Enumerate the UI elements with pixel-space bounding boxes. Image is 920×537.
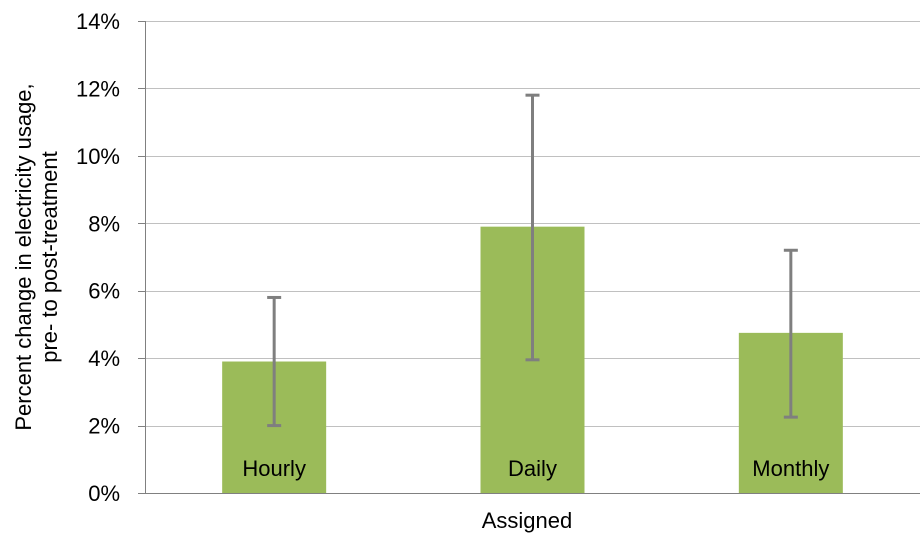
y-tick-label: 14% [76,9,120,34]
y-axis-label-line-2: pre- to post-treatment [37,151,62,363]
bar-label-daily: Daily [508,456,557,481]
bar-label-monthly: Monthly [752,456,829,481]
x-axis-label: Assigned [482,508,573,533]
y-tick-label: 10% [76,144,120,169]
y-axis-label-line-1: Percent change in electricity usage, [11,83,36,430]
y-tick-labels: 0% 2% 4% 6% 8% 10% 12% 14% [76,9,120,506]
y-tick-label: 0% [88,481,120,506]
y-tick-label: 8% [88,211,120,236]
error-bars [267,93,798,428]
error-bar-daily [525,93,540,362]
y-tick-label: 4% [88,346,120,371]
error-bar-monthly [783,248,798,419]
y-axis-label: Percent change in electricity usage, pre… [11,83,62,430]
y-tick-label: 6% [88,279,120,304]
y-tick-label: 12% [76,76,120,101]
bar-labels: Hourly Daily Monthly [242,456,829,481]
bar-label-hourly: Hourly [242,456,306,481]
y-tick-label: 2% [88,414,120,439]
error-bar-hourly [267,295,282,428]
